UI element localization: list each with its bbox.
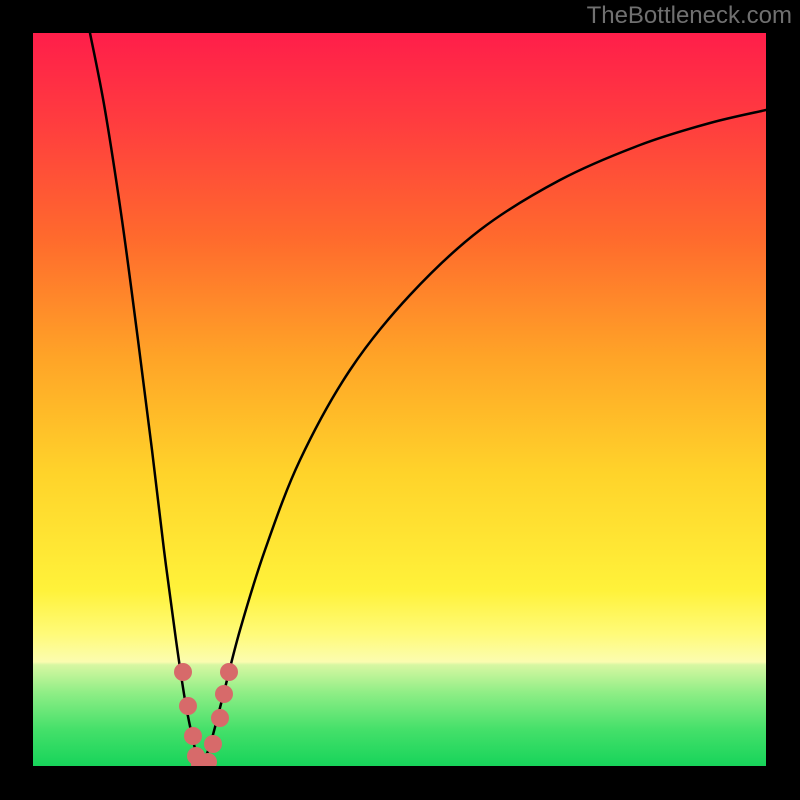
- bottleneck-chart: [0, 0, 800, 800]
- data-marker: [174, 663, 192, 681]
- chart-stage: TheBottleneck.com: [0, 0, 800, 800]
- data-marker: [179, 697, 197, 715]
- data-marker: [204, 735, 222, 753]
- data-marker: [215, 685, 233, 703]
- gradient-background: [33, 33, 766, 766]
- watermark-text: TheBottleneck.com: [587, 2, 792, 30]
- data-marker: [211, 709, 229, 727]
- data-marker: [184, 727, 202, 745]
- data-marker: [220, 663, 238, 681]
- plot-area: [33, 33, 766, 773]
